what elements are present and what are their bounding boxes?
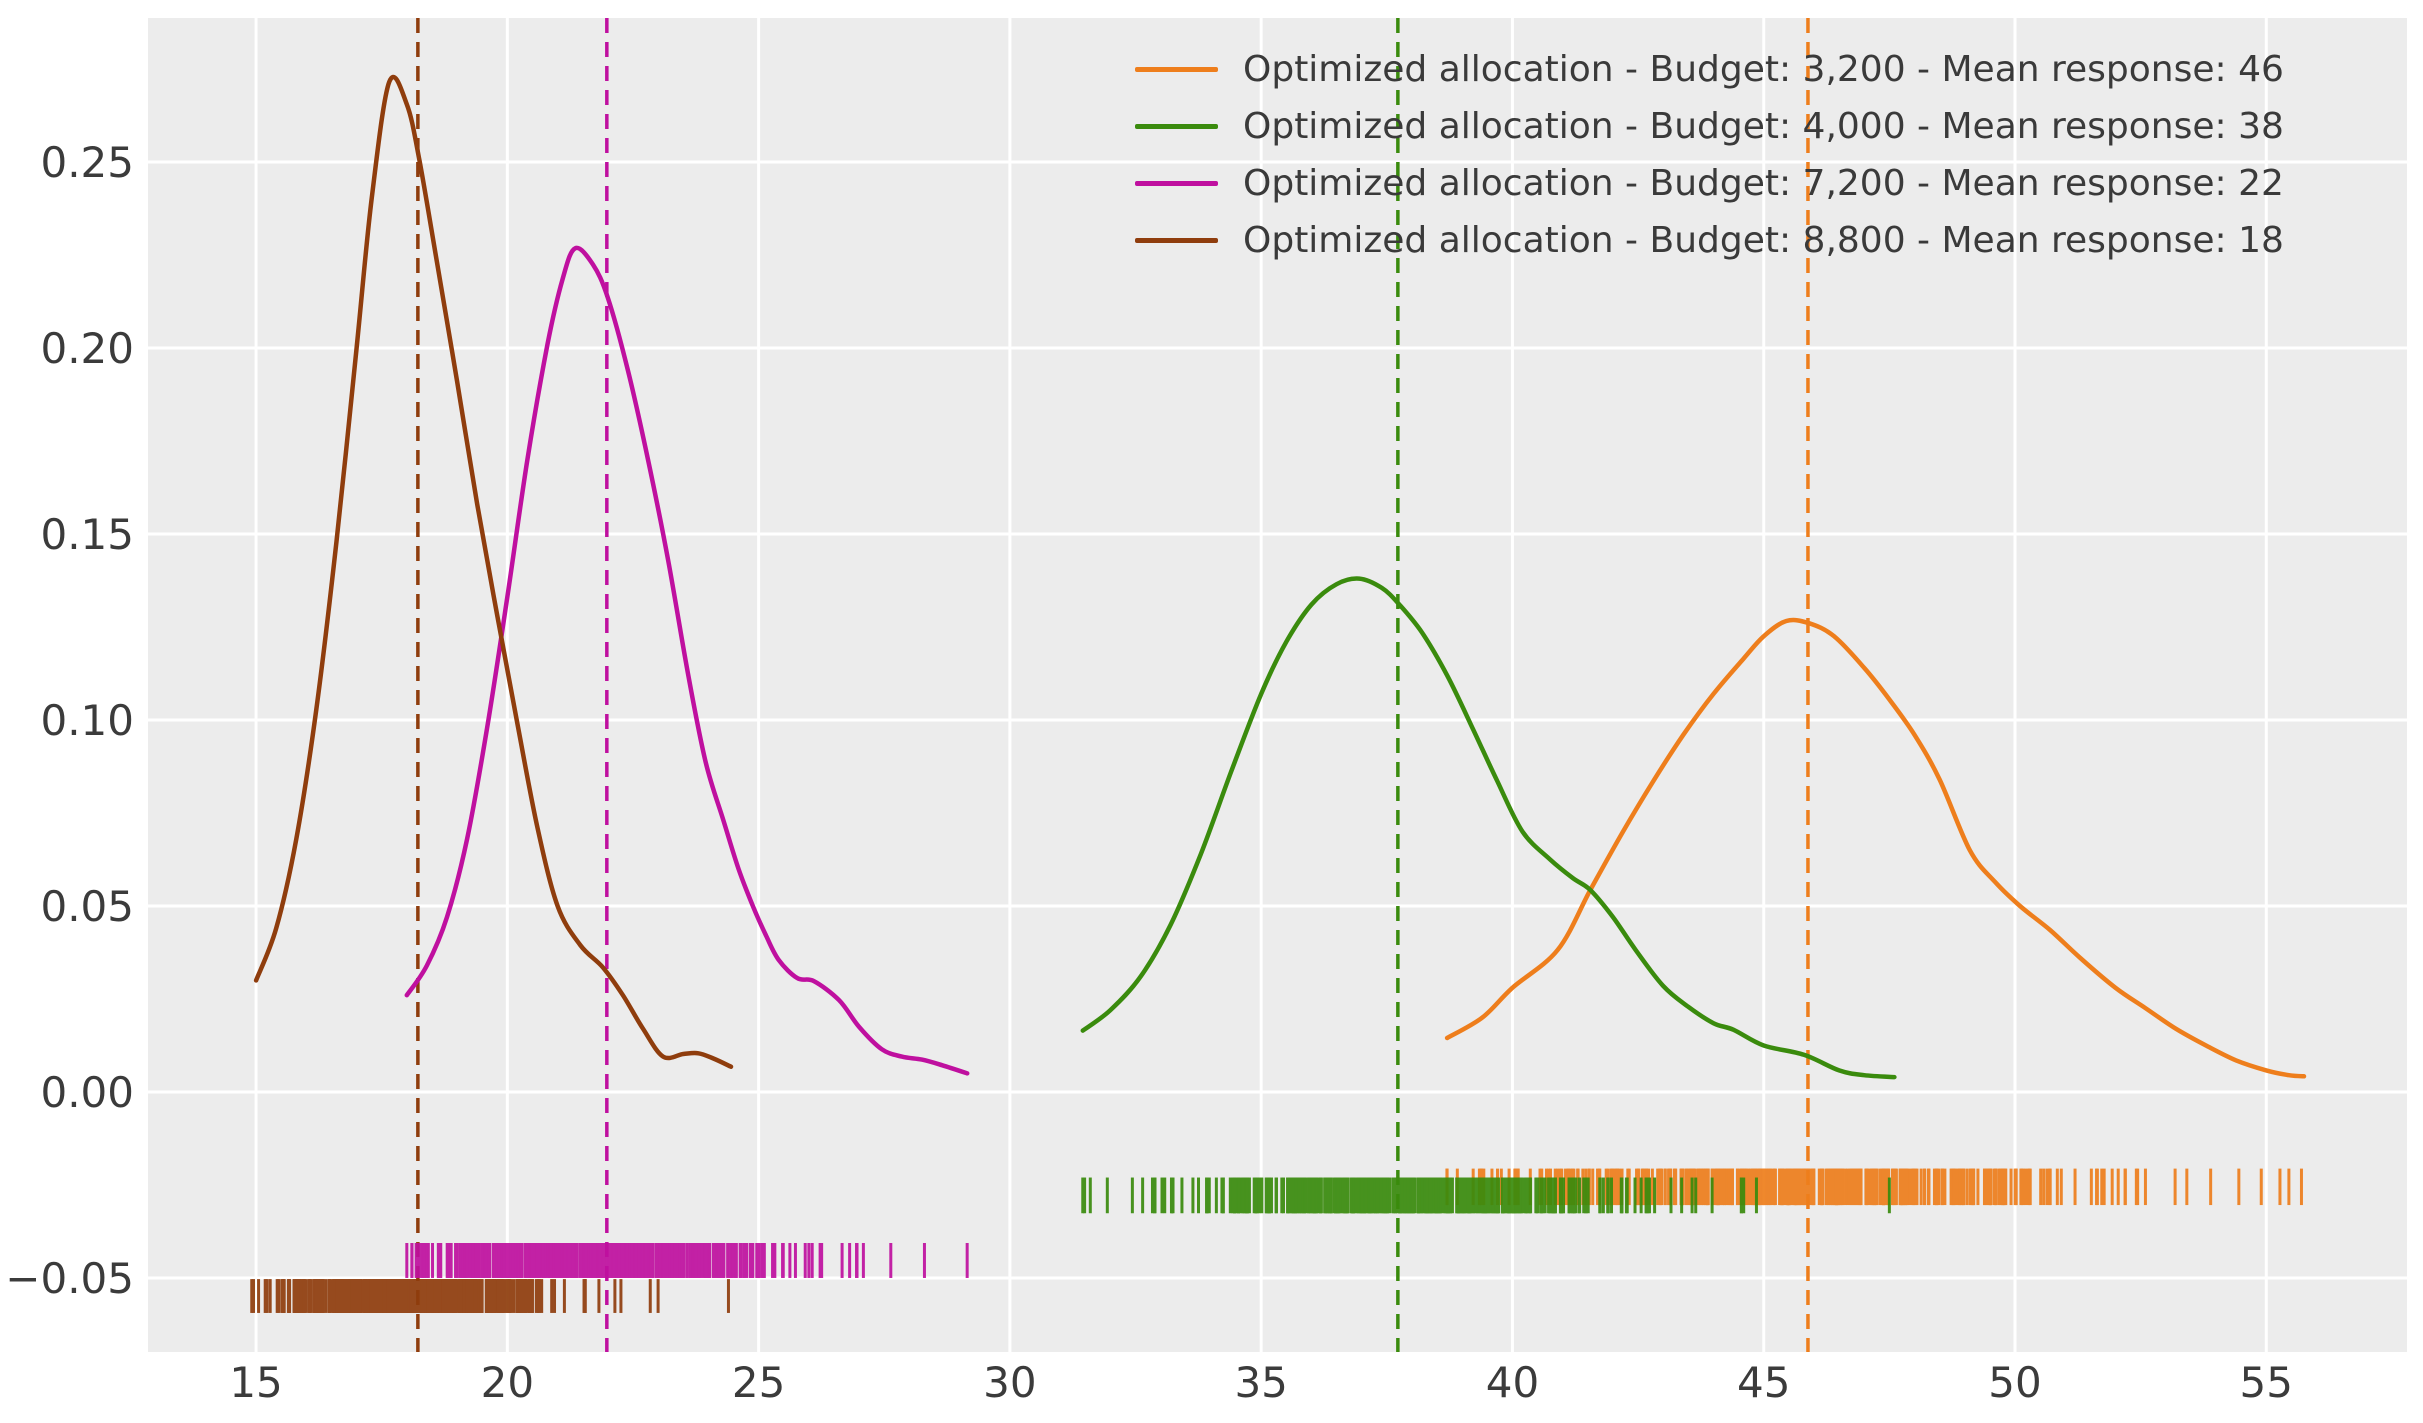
rug-ticks	[250, 1279, 730, 1313]
legend-label: Optimized allocation - Budget: 3,200 - M…	[1243, 49, 2284, 90]
legend-label: Optimized allocation - Budget: 7,200 - M…	[1243, 163, 2284, 204]
y-tick-label: 0.05	[40, 882, 134, 931]
kde-curve	[1080, 576, 1897, 1080]
x-tick-label: 50	[1988, 1358, 2041, 1407]
y-tick-label: 0.20	[40, 324, 134, 373]
y-tick-label: 0.00	[40, 1068, 134, 1117]
y-tick-label: −0.05	[5, 1254, 134, 1303]
legend-swatch-line	[1135, 67, 1218, 72]
kde-curve	[1444, 617, 2307, 1079]
x-tick-label: 55	[2240, 1358, 2293, 1407]
legend-item: Optimized allocation - Budget: 8,800 - M…	[1135, 212, 2284, 269]
x-tick-label: 40	[1486, 1358, 1539, 1407]
rug-ticks	[405, 1243, 969, 1278]
y-tick-label: 0.25	[40, 138, 134, 187]
x-tick-label: 25	[732, 1358, 785, 1407]
kde-curve	[404, 245, 970, 1076]
legend-swatch-line	[1135, 238, 1218, 243]
kde-curve	[253, 74, 734, 1069]
rug-ticks	[1081, 1177, 1891, 1214]
x-tick-label: 20	[481, 1358, 534, 1407]
legend-swatch-line	[1135, 181, 1218, 186]
chart-legend: Optimized allocation - Budget: 3,200 - M…	[1135, 41, 2284, 269]
x-tick-label: 35	[1234, 1358, 1287, 1407]
y-tick-label: 0.10	[40, 696, 134, 745]
x-tick-label: 15	[229, 1358, 282, 1407]
legend-item: Optimized allocation - Budget: 7,200 - M…	[1135, 155, 2284, 212]
x-tick-label: 30	[983, 1358, 1036, 1407]
plot-panel	[148, 18, 2407, 1352]
legend-label: Optimized allocation - Budget: 8,800 - M…	[1243, 220, 2284, 261]
legend-item: Optimized allocation - Budget: 4,000 - M…	[1135, 98, 2284, 155]
legend-item: Optimized allocation - Budget: 3,200 - M…	[1135, 41, 2284, 98]
x-tick-label: 45	[1737, 1358, 1790, 1407]
y-tick-label: 0.15	[40, 510, 134, 559]
legend-label: Optimized allocation - Budget: 4,000 - M…	[1243, 106, 2284, 147]
legend-swatch-line	[1135, 124, 1218, 129]
